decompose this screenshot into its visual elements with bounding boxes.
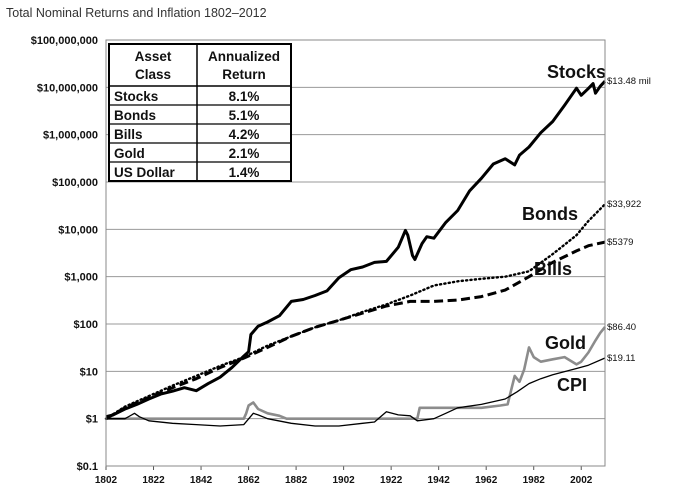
- series-name-bills: Bills: [534, 259, 572, 279]
- y-tick-label: $10,000: [58, 224, 98, 236]
- series-name-cpi: CPI: [557, 375, 587, 395]
- y-tick-label: $1,000,000: [43, 130, 98, 142]
- x-tick-label: 1902: [332, 475, 355, 486]
- table-asset-cell: US Dollar: [114, 165, 176, 180]
- table-asset-cell: Bonds: [114, 108, 156, 123]
- series-name-bonds: Bonds: [522, 204, 578, 224]
- x-tick-label: 1922: [380, 475, 403, 486]
- end-value-stocks: $13.48 mil: [607, 76, 651, 87]
- x-tick-label: 1982: [523, 475, 546, 486]
- x-axis-ticks: 1802 1822 1842 1862 1882 1902 1922 1942 1962 1982…: [95, 466, 593, 486]
- x-tick-label: 1822: [142, 475, 165, 486]
- series-name-stocks: Stocks: [547, 62, 606, 82]
- series-line-cpi: [106, 357, 606, 427]
- table-header-text: Class: [135, 67, 171, 82]
- table-return-cell: 8.1%: [229, 89, 260, 104]
- x-tick-label: 1882: [285, 475, 308, 486]
- series-line-gold: [106, 326, 607, 420]
- x-tick-label: 1802: [95, 475, 118, 486]
- table-asset-cell: Stocks: [114, 89, 158, 104]
- series-name-gold: Gold: [545, 333, 586, 353]
- table-header-text: Annualized: [208, 49, 280, 64]
- table-header-text: Return: [222, 67, 266, 82]
- x-tick-label: 2002: [570, 475, 593, 486]
- series-labels: Stocks $13.48 mil Bonds $33,922 Bills $5379 Go…: [522, 62, 651, 395]
- table-asset-cell: Bills: [114, 127, 143, 142]
- returns-table: Asset Class Annualized Return Stocks 8.1% Bond…: [108, 43, 292, 182]
- end-value-cpi: $19.11: [607, 353, 635, 364]
- table-return-cell: 1.4%: [229, 165, 260, 180]
- end-value-gold: $86.40: [607, 322, 636, 333]
- series-lines: [104, 80, 607, 427]
- x-tick-label: 1862: [237, 475, 260, 486]
- end-value-bills: $5379: [607, 237, 633, 248]
- y-tick-label: $1,000: [64, 272, 98, 284]
- y-tick-label: $1: [86, 414, 98, 426]
- y-tick-label: $10: [80, 366, 98, 378]
- y-tick-label: $0.1: [77, 461, 98, 473]
- table-asset-cell: Gold: [114, 146, 145, 161]
- plot-frame: [105, 39, 606, 467]
- y-tick-label: $100,000,000: [31, 35, 98, 47]
- chart-title: Total Nominal Returns and Inflation 1802…: [6, 6, 267, 20]
- y-tick-label: $100: [74, 319, 98, 331]
- y-tick-label: $10,000,000: [37, 82, 98, 94]
- table-return-cell: 2.1%: [229, 146, 260, 161]
- x-tick-label: 1942: [428, 475, 451, 486]
- table-return-cell: 5.1%: [229, 108, 260, 123]
- y-tick-label: $100,000: [52, 177, 98, 189]
- end-value-bonds: $33,922: [607, 199, 641, 210]
- table-header-text: Asset: [135, 49, 172, 64]
- series-line-stocks: [105, 80, 607, 419]
- x-tick-label: 1962: [475, 475, 498, 486]
- y-axis-ticks: $100,000,000 $10,000,000 $1,000,000 $100,00…: [31, 35, 98, 473]
- series-line-bonds: [104, 203, 607, 420]
- table-border: [108, 43, 292, 182]
- x-tick-label: 1842: [190, 475, 213, 486]
- table-return-cell: 4.2%: [229, 127, 260, 142]
